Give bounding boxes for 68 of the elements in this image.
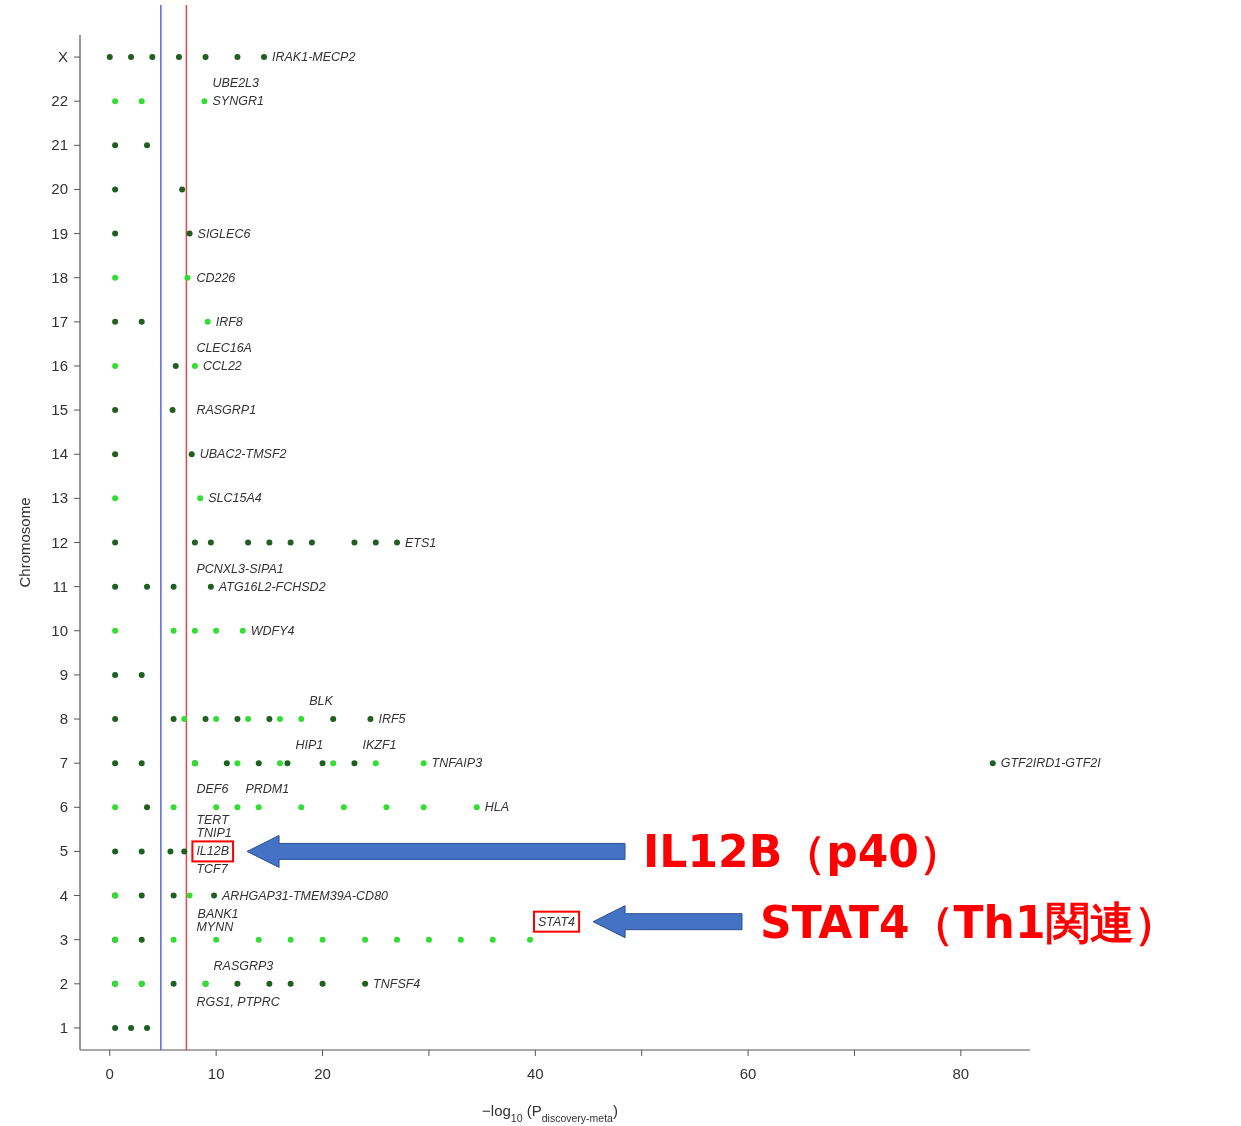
annotation: MYNN — [196, 919, 235, 934]
annotation: HIP1 — [295, 738, 324, 753]
y-tick-label: 1 — [59, 1018, 68, 1036]
y-axis-title: Chromosome — [16, 497, 33, 588]
x-tick-label: 0 — [105, 1065, 114, 1082]
annotation: PRDM1 — [245, 782, 290, 797]
annotation: RGS1, PTPRC — [196, 994, 281, 1009]
annotation: UBE2L3 — [212, 76, 260, 91]
annotation: ARHGAP31-TMEM39A-CD80 — [221, 888, 389, 903]
annotation: TCF7 — [196, 862, 229, 877]
annotation: IL12B（p40） — [643, 826, 963, 878]
y-tick-label: 6 — [59, 798, 68, 816]
y-tick-label: 7 — [59, 754, 68, 772]
annotation: SLC15A4 — [208, 491, 262, 506]
annotation: WDFY4 — [250, 623, 295, 638]
annotation: TERT — [196, 813, 231, 828]
y-tick-label: 11 — [52, 577, 68, 595]
annotation: STAT4 — [538, 914, 576, 929]
y-tick-label: 17 — [51, 312, 68, 330]
annotation: SYNGR1 — [212, 94, 264, 109]
annotation: RASGRP1 — [196, 403, 257, 418]
annotation: SIGLEC6 — [197, 226, 251, 241]
annotation: IKZF1 — [362, 738, 397, 753]
y-tick-label: 3 — [59, 930, 68, 948]
x-tick-label: 80 — [952, 1065, 970, 1082]
y-tick-label: 19 — [51, 224, 68, 242]
annotation: DEF6 — [196, 782, 229, 797]
annotation: CCL22 — [202, 358, 242, 373]
y-tick-label: 4 — [59, 886, 68, 904]
annotation: CD226 — [196, 270, 236, 285]
y-tick-label: 20 — [51, 180, 68, 198]
annotation: PCNXL3-SIPA1 — [196, 561, 284, 576]
y-tick-label: 22 — [51, 92, 68, 110]
annotation: BLK — [309, 694, 334, 709]
y-tick-label: 2 — [59, 974, 68, 992]
y-tick-label: 14 — [51, 445, 68, 463]
y-tick-label: 18 — [51, 268, 68, 286]
x-axis-title: −log$_{10}$ (P$_{discovery-meta}$) — [482, 1102, 618, 1124]
y-tick-label: 16 — [51, 356, 68, 374]
annotation: UBAC2-TMSF2 — [199, 447, 287, 462]
annotation: IRF5 — [378, 712, 406, 727]
annotation: TNFAIP3 — [431, 756, 483, 771]
annotation: ATG16L2-FCHSD2 — [217, 579, 326, 594]
annotation: IRF8 — [215, 314, 243, 329]
x-tick-label: 20 — [314, 1065, 331, 1082]
y-tick-label: X — [57, 48, 68, 66]
annotation: STAT4（Th1関連） — [760, 896, 1178, 948]
annotation: TNIP1 — [196, 826, 232, 841]
y-tick-label: 10 — [51, 621, 68, 639]
x-tick-label: 10 — [207, 1065, 225, 1082]
annotation: RASGRP3 — [213, 958, 274, 973]
annotation: TNFSF4 — [373, 976, 421, 991]
y-tick-label: 21 — [51, 136, 68, 154]
annotation: GTF2IRD1-GTF2I — [1000, 756, 1102, 771]
y-tick-label: 9 — [59, 665, 68, 683]
y-tick-label: 8 — [59, 710, 68, 728]
annotation: BANK1 — [197, 906, 239, 921]
y-tick-label: 5 — [59, 842, 68, 860]
x-tick-label: 60 — [739, 1065, 757, 1082]
y-tick-label: 15 — [51, 401, 68, 419]
annotation: HLA — [484, 800, 510, 815]
annotation: IL12B — [196, 844, 230, 859]
annotation: CLEC16A — [196, 340, 252, 355]
y-tick-label: 13 — [51, 489, 68, 507]
annotation: ETS1 — [405, 535, 437, 550]
annotation: IRAK1-MECP2 — [272, 50, 356, 65]
x-tick-label: 40 — [526, 1065, 544, 1082]
y-tick-label: 12 — [51, 533, 68, 551]
